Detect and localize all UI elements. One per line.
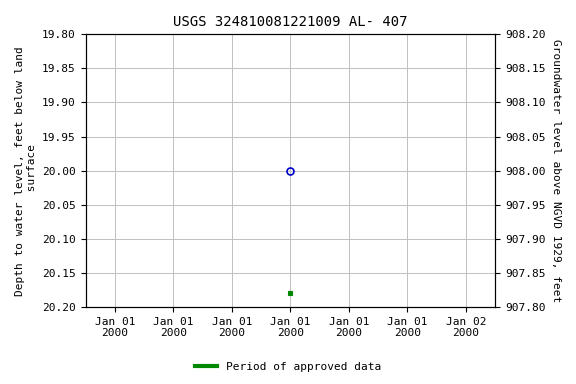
Y-axis label: Depth to water level, feet below land
 surface: Depth to water level, feet below land su… [15, 46, 37, 296]
Y-axis label: Groundwater level above NGVD 1929, feet: Groundwater level above NGVD 1929, feet [551, 39, 561, 302]
Legend: Period of approved data: Period of approved data [191, 358, 385, 377]
Title: USGS 324810081221009 AL- 407: USGS 324810081221009 AL- 407 [173, 15, 408, 29]
